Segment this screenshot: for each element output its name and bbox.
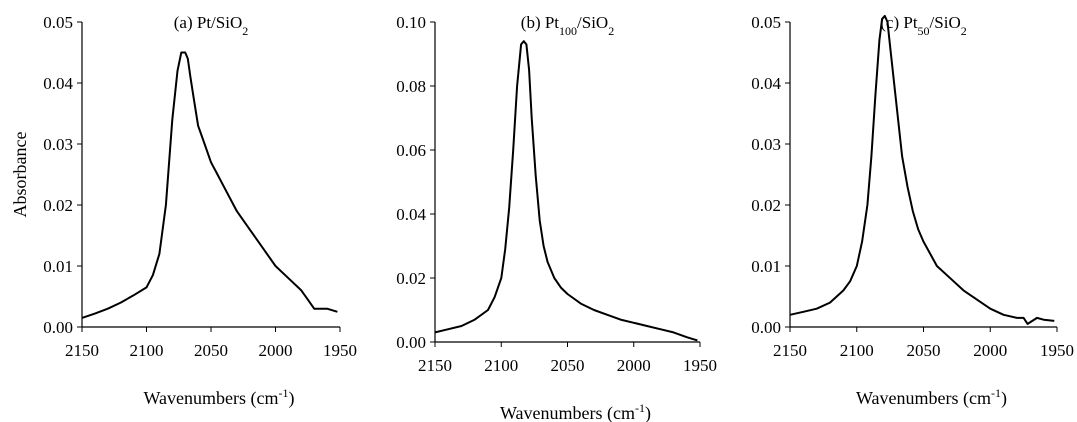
panel-a-y-tick-label: 0.05 — [43, 13, 73, 32]
panel-c-x-tick-label: 1950 — [1040, 341, 1074, 360]
panel-c-y-tick-label: 0.05 — [751, 13, 781, 32]
panel-c-x-axis-title: Wavenumbers (cm-1) — [856, 386, 1007, 409]
panel-c-x-tick-label: 2150 — [773, 341, 807, 360]
panel-a-y-tick-label: 0.03 — [43, 135, 73, 154]
panel-b-x-tick-label: 2000 — [617, 356, 651, 375]
panel-b-x-tick-label: 2100 — [484, 356, 518, 375]
panel-c-y-tick-label: 0.03 — [751, 135, 781, 154]
panel-b-series-line-0 — [434, 40, 698, 342]
panel-a-x-tick-label: 2150 — [65, 341, 99, 360]
panel-b-x-axis-title: Wavenumbers (cm-1) — [500, 401, 651, 422]
panel-c-series-line-0 — [789, 14, 1055, 325]
panel-b-title: (b) Pt100/SiO2 — [521, 13, 614, 38]
panel-c-x-tick-label: 2100 — [840, 341, 874, 360]
panel-a-y-tick-label: 0.02 — [43, 196, 73, 215]
panel-a-y-axis-title: Absorbance — [10, 132, 30, 218]
panel-a-x-tick-label: 1950 — [323, 341, 357, 360]
panel-b-x-tick-label: 2150 — [418, 356, 452, 375]
panel-c: 0.00 0.01 0.02 0.03 0.04 0.05 2150 2100 2050 2000… — [751, 13, 1074, 409]
panel-b-y-tick-label: 0.00 — [396, 333, 426, 352]
panel-c-title: (c) Pt50/SiO2 — [880, 13, 966, 38]
panel-b: 0.00 0.02 0.04 0.06 0.08 0.10 2150 2100 2050 2000… — [396, 13, 717, 422]
panel-a-series-line-0 — [81, 51, 338, 319]
panel-a-x-tick-label: 2100 — [130, 341, 164, 360]
panel-b-y-tick-label: 0.10 — [396, 13, 426, 32]
panel-c-y-tick-label: 0.02 — [751, 196, 781, 215]
panel-c-y-tick-label: 0.01 — [751, 257, 781, 276]
panel-b-y-tick-label: 0.08 — [396, 77, 426, 96]
panel-a-x-tick-label: 2050 — [194, 341, 228, 360]
panel-a-y-tick-label: 0.04 — [43, 74, 73, 93]
panel-c-x-tick-label: 2000 — [973, 341, 1007, 360]
panel-b-x-tick-label: 1950 — [683, 356, 717, 375]
panel-a-x-tick-label: 2000 — [259, 341, 293, 360]
panel-c-x-tick-label: 2050 — [907, 341, 941, 360]
panel-a-x-axis-title: Wavenumbers (cm-1) — [144, 386, 295, 409]
panel-c-y-tick-label: 0.04 — [751, 74, 781, 93]
panel-a-y-tick-label: 0.01 — [43, 257, 73, 276]
panel-b-y-tick-label: 0.02 — [396, 269, 426, 288]
panel-a-y-tick-label: 0.00 — [43, 318, 73, 337]
panel-c-y-tick-label: 0.00 — [751, 318, 781, 337]
panel-b-x-tick-label: 2050 — [551, 356, 585, 375]
panel-b-y-tick-label: 0.06 — [396, 141, 426, 160]
panel-a: 0.00 0.01 0.02 0.03 0.04 0.05 2150 2100 2050 2000… — [10, 13, 357, 409]
panel-a-title: (a) Pt/SiO2 — [174, 13, 248, 38]
panel-b-y-tick-label: 0.04 — [396, 205, 426, 224]
